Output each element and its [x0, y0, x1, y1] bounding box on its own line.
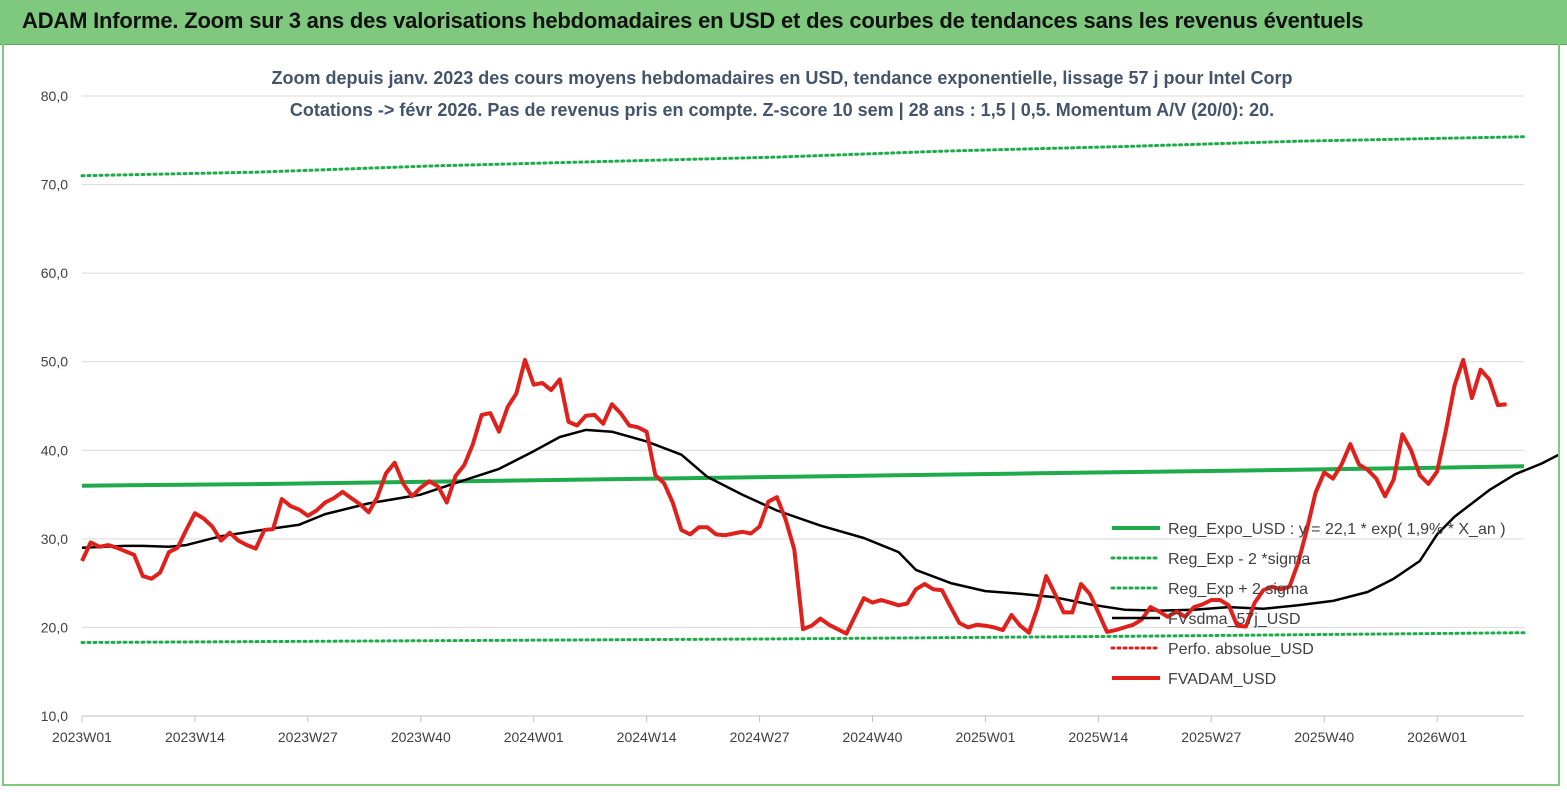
y-tick-label: 10,0: [41, 708, 68, 724]
x-tick-label: 2025W40: [1294, 729, 1354, 745]
y-tick-label: 50,0: [41, 354, 68, 370]
x-tick-label: 2023W27: [278, 729, 338, 745]
legend-entry: Reg_Exp - 2 *sigma: [1168, 551, 1310, 568]
series-line-5: [80, 357, 1507, 636]
y-tick-label: 70,0: [41, 177, 68, 193]
y-tick-label: 80,0: [41, 88, 68, 104]
x-tick-label: 2026W01: [1407, 729, 1467, 745]
line-chart: Zoom depuis janv. 2023 des cours moyens …: [41, 68, 1558, 745]
y-tick-label: 20,0: [41, 619, 68, 635]
legend: Reg_Expo_USD : y = 22,1 * exp( 1,9% * X_…: [1110, 521, 1506, 688]
series-line-2: [80, 135, 1526, 178]
x-tick-label: 2024W01: [504, 729, 564, 745]
x-tick-label: 2024W40: [843, 729, 903, 745]
legend-entry: Reg_Exp + 2 sigma: [1168, 581, 1308, 598]
legend-entry: FVADAM_USD: [1168, 671, 1276, 688]
x-tick-label: 2023W40: [391, 729, 451, 745]
y-tick-label: 30,0: [41, 531, 68, 547]
y-tick-label: 60,0: [41, 265, 68, 281]
chart-frame: Zoom depuis janv. 2023 des cours moyens …: [2, 44, 1560, 786]
x-tick-label: 2024W14: [617, 729, 677, 745]
series-line-1: [80, 631, 1526, 644]
x-tick-label: 2025W27: [1181, 729, 1241, 745]
x-tick-label: 2025W01: [955, 729, 1015, 745]
series-line-3: [81, 428, 1558, 612]
x-tick-label: 2024W27: [730, 729, 790, 745]
chart-title: Zoom depuis janv. 2023 des cours moyens …: [272, 68, 1293, 88]
legend-entry: Reg_Expo_USD : y = 22,1 * exp( 1,9% * X_…: [1168, 521, 1506, 538]
series-group: [80, 135, 1558, 644]
report-banner: ADAM Informe. Zoom sur 3 ans des valoris…: [0, 0, 1567, 45]
legend-entry: FVsdma_57j_USD: [1168, 611, 1301, 628]
chart-subtitle: Cotations -> févr 2026. Pas de revenus p…: [290, 100, 1274, 120]
x-tick-label: 2023W14: [165, 729, 225, 745]
x-tick-label: 2025W14: [1068, 729, 1128, 745]
gridlines: [82, 95, 1524, 628]
x-tick-label: 2023W01: [52, 729, 112, 745]
legend-entry: Perfo. absolue_USD: [1168, 641, 1314, 658]
series-line-0: [81, 464, 1525, 488]
axes: 10,0 20,0 30,0 40,0 50,0 60,0 70,0 80,0 2023W01 2…: [41, 88, 1524, 745]
report-title: ADAM Informe. Zoom sur 3 ans des valoris…: [22, 8, 1364, 33]
y-tick-label: 40,0: [41, 442, 68, 458]
